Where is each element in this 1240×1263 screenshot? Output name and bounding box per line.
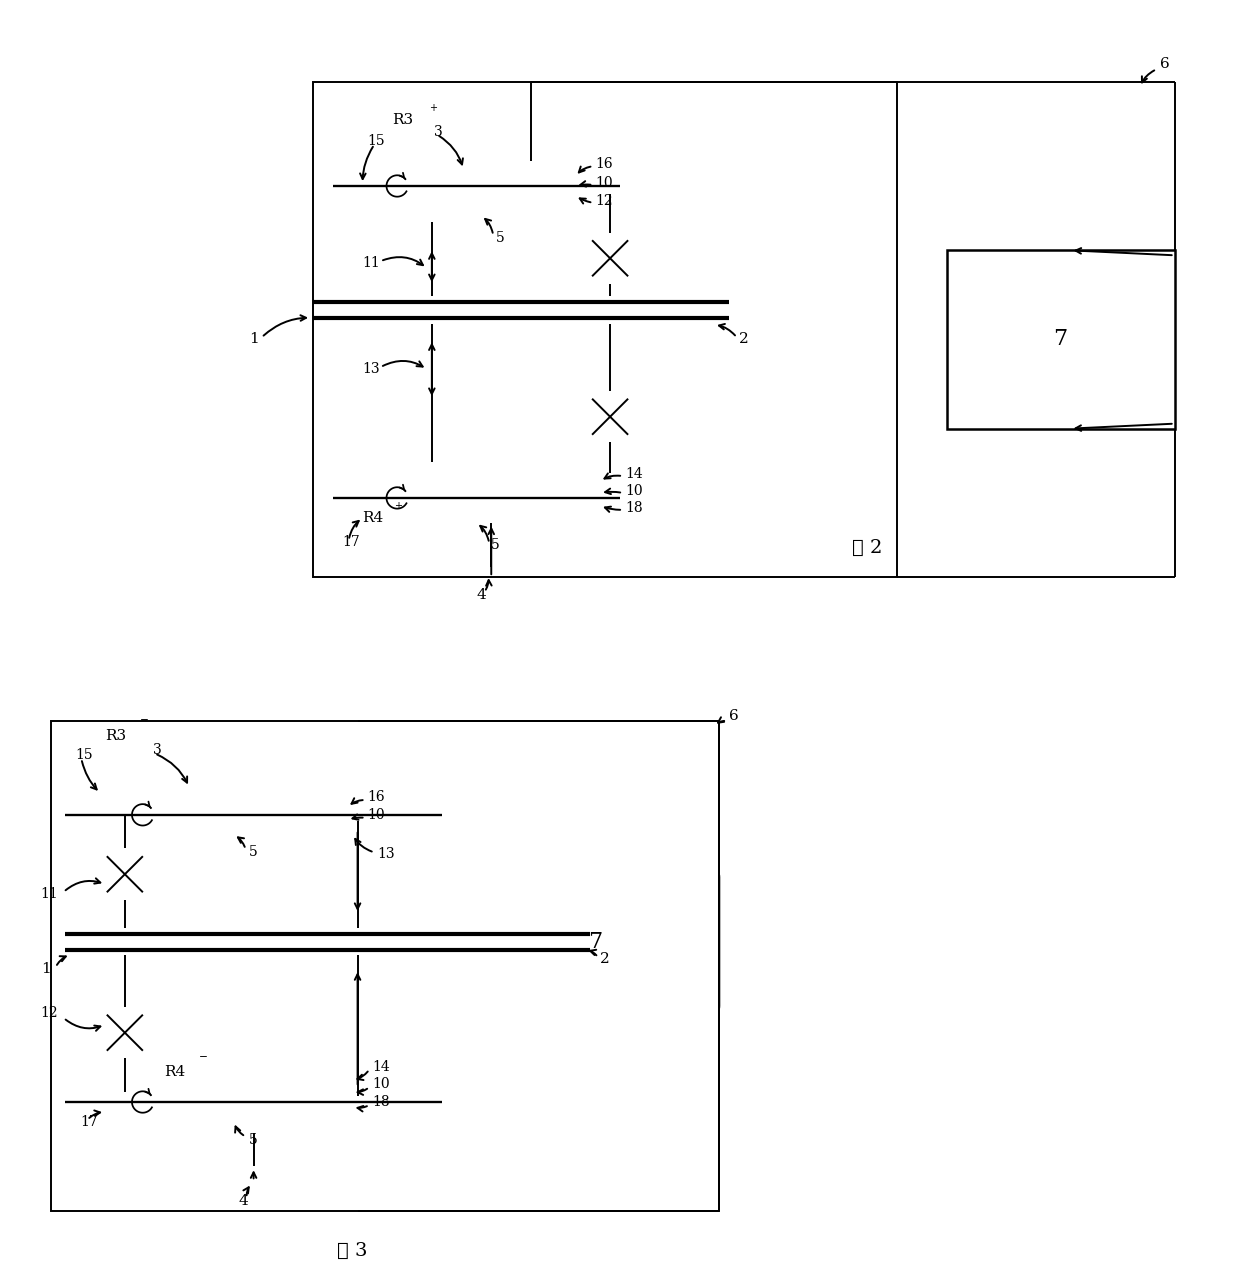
Text: 6: 6 bbox=[1159, 57, 1169, 71]
Bar bbox=[205, 1077, 303, 1127]
Text: 15: 15 bbox=[367, 134, 386, 149]
Text: 10: 10 bbox=[372, 1077, 391, 1091]
Text: 10: 10 bbox=[595, 176, 613, 189]
Text: 13: 13 bbox=[377, 847, 396, 861]
Text: 4: 4 bbox=[239, 1194, 248, 1207]
Text: 2: 2 bbox=[739, 332, 749, 346]
Text: R4: R4 bbox=[165, 1065, 186, 1080]
Text: $^-$: $^-$ bbox=[136, 716, 149, 731]
Text: 10: 10 bbox=[367, 808, 386, 822]
Bar bbox=[451, 162, 531, 211]
Text: 18: 18 bbox=[372, 1095, 391, 1109]
Text: 11: 11 bbox=[41, 887, 58, 901]
Bar bbox=[99, 808, 112, 821]
Text: 14: 14 bbox=[625, 467, 642, 481]
Text: 16: 16 bbox=[367, 789, 386, 805]
Bar bbox=[947, 250, 1174, 428]
Text: 5: 5 bbox=[249, 845, 258, 859]
Bar bbox=[119, 928, 130, 940]
Bar bbox=[604, 312, 616, 323]
Text: 12: 12 bbox=[41, 1005, 58, 1021]
Text: 1: 1 bbox=[249, 332, 258, 346]
Text: 4: 4 bbox=[476, 589, 486, 602]
Bar bbox=[604, 296, 616, 308]
Text: 3: 3 bbox=[153, 744, 161, 758]
Bar bbox=[352, 928, 363, 940]
Bar bbox=[312, 82, 898, 577]
Bar bbox=[425, 462, 438, 474]
Text: 5: 5 bbox=[491, 538, 500, 552]
Bar bbox=[308, 1096, 319, 1108]
Text: R3: R3 bbox=[392, 112, 413, 126]
Text: 5: 5 bbox=[496, 231, 505, 245]
Text: 14: 14 bbox=[372, 1061, 391, 1075]
Text: 图 2: 图 2 bbox=[852, 538, 883, 557]
Text: R4: R4 bbox=[362, 510, 383, 524]
Text: 6: 6 bbox=[729, 709, 739, 722]
Text: $^+$: $^+$ bbox=[392, 501, 403, 515]
Text: 17: 17 bbox=[342, 536, 361, 549]
Text: 17: 17 bbox=[81, 1115, 98, 1129]
Bar bbox=[425, 296, 438, 308]
Text: 10: 10 bbox=[625, 484, 642, 498]
Bar bbox=[51, 721, 719, 1211]
Text: 11: 11 bbox=[362, 256, 381, 270]
Bar bbox=[579, 181, 591, 192]
Text: 18: 18 bbox=[625, 501, 642, 515]
Bar bbox=[248, 1120, 259, 1133]
Text: 1: 1 bbox=[41, 962, 51, 976]
Bar bbox=[539, 493, 552, 504]
Bar bbox=[604, 312, 616, 323]
Text: 5: 5 bbox=[249, 1133, 258, 1147]
Text: 7: 7 bbox=[1054, 328, 1068, 350]
Bar bbox=[352, 493, 363, 504]
Bar bbox=[425, 312, 438, 323]
Bar bbox=[308, 808, 319, 821]
Text: 16: 16 bbox=[595, 157, 613, 172]
Bar bbox=[119, 1086, 130, 1098]
Bar bbox=[119, 943, 130, 955]
Bar bbox=[579, 493, 591, 504]
Bar bbox=[205, 791, 303, 840]
Bar bbox=[604, 296, 616, 308]
Bar bbox=[539, 181, 552, 192]
Text: 2: 2 bbox=[600, 952, 610, 966]
Text: $^-$: $^-$ bbox=[196, 1053, 208, 1068]
Bar bbox=[352, 1096, 363, 1108]
Bar bbox=[119, 808, 130, 821]
Text: R3: R3 bbox=[105, 729, 126, 743]
Text: 3: 3 bbox=[434, 125, 443, 139]
Text: $^+$: $^+$ bbox=[427, 102, 438, 116]
FancyBboxPatch shape bbox=[471, 869, 719, 1014]
Bar bbox=[451, 474, 531, 523]
Text: 图 3: 图 3 bbox=[337, 1242, 368, 1259]
Text: 13: 13 bbox=[362, 362, 381, 376]
Bar bbox=[99, 1096, 112, 1108]
Text: 7: 7 bbox=[588, 931, 603, 952]
Bar bbox=[352, 808, 363, 821]
Text: 15: 15 bbox=[76, 749, 93, 763]
Bar bbox=[352, 943, 363, 955]
Text: 12: 12 bbox=[595, 193, 613, 208]
Bar bbox=[352, 181, 363, 192]
